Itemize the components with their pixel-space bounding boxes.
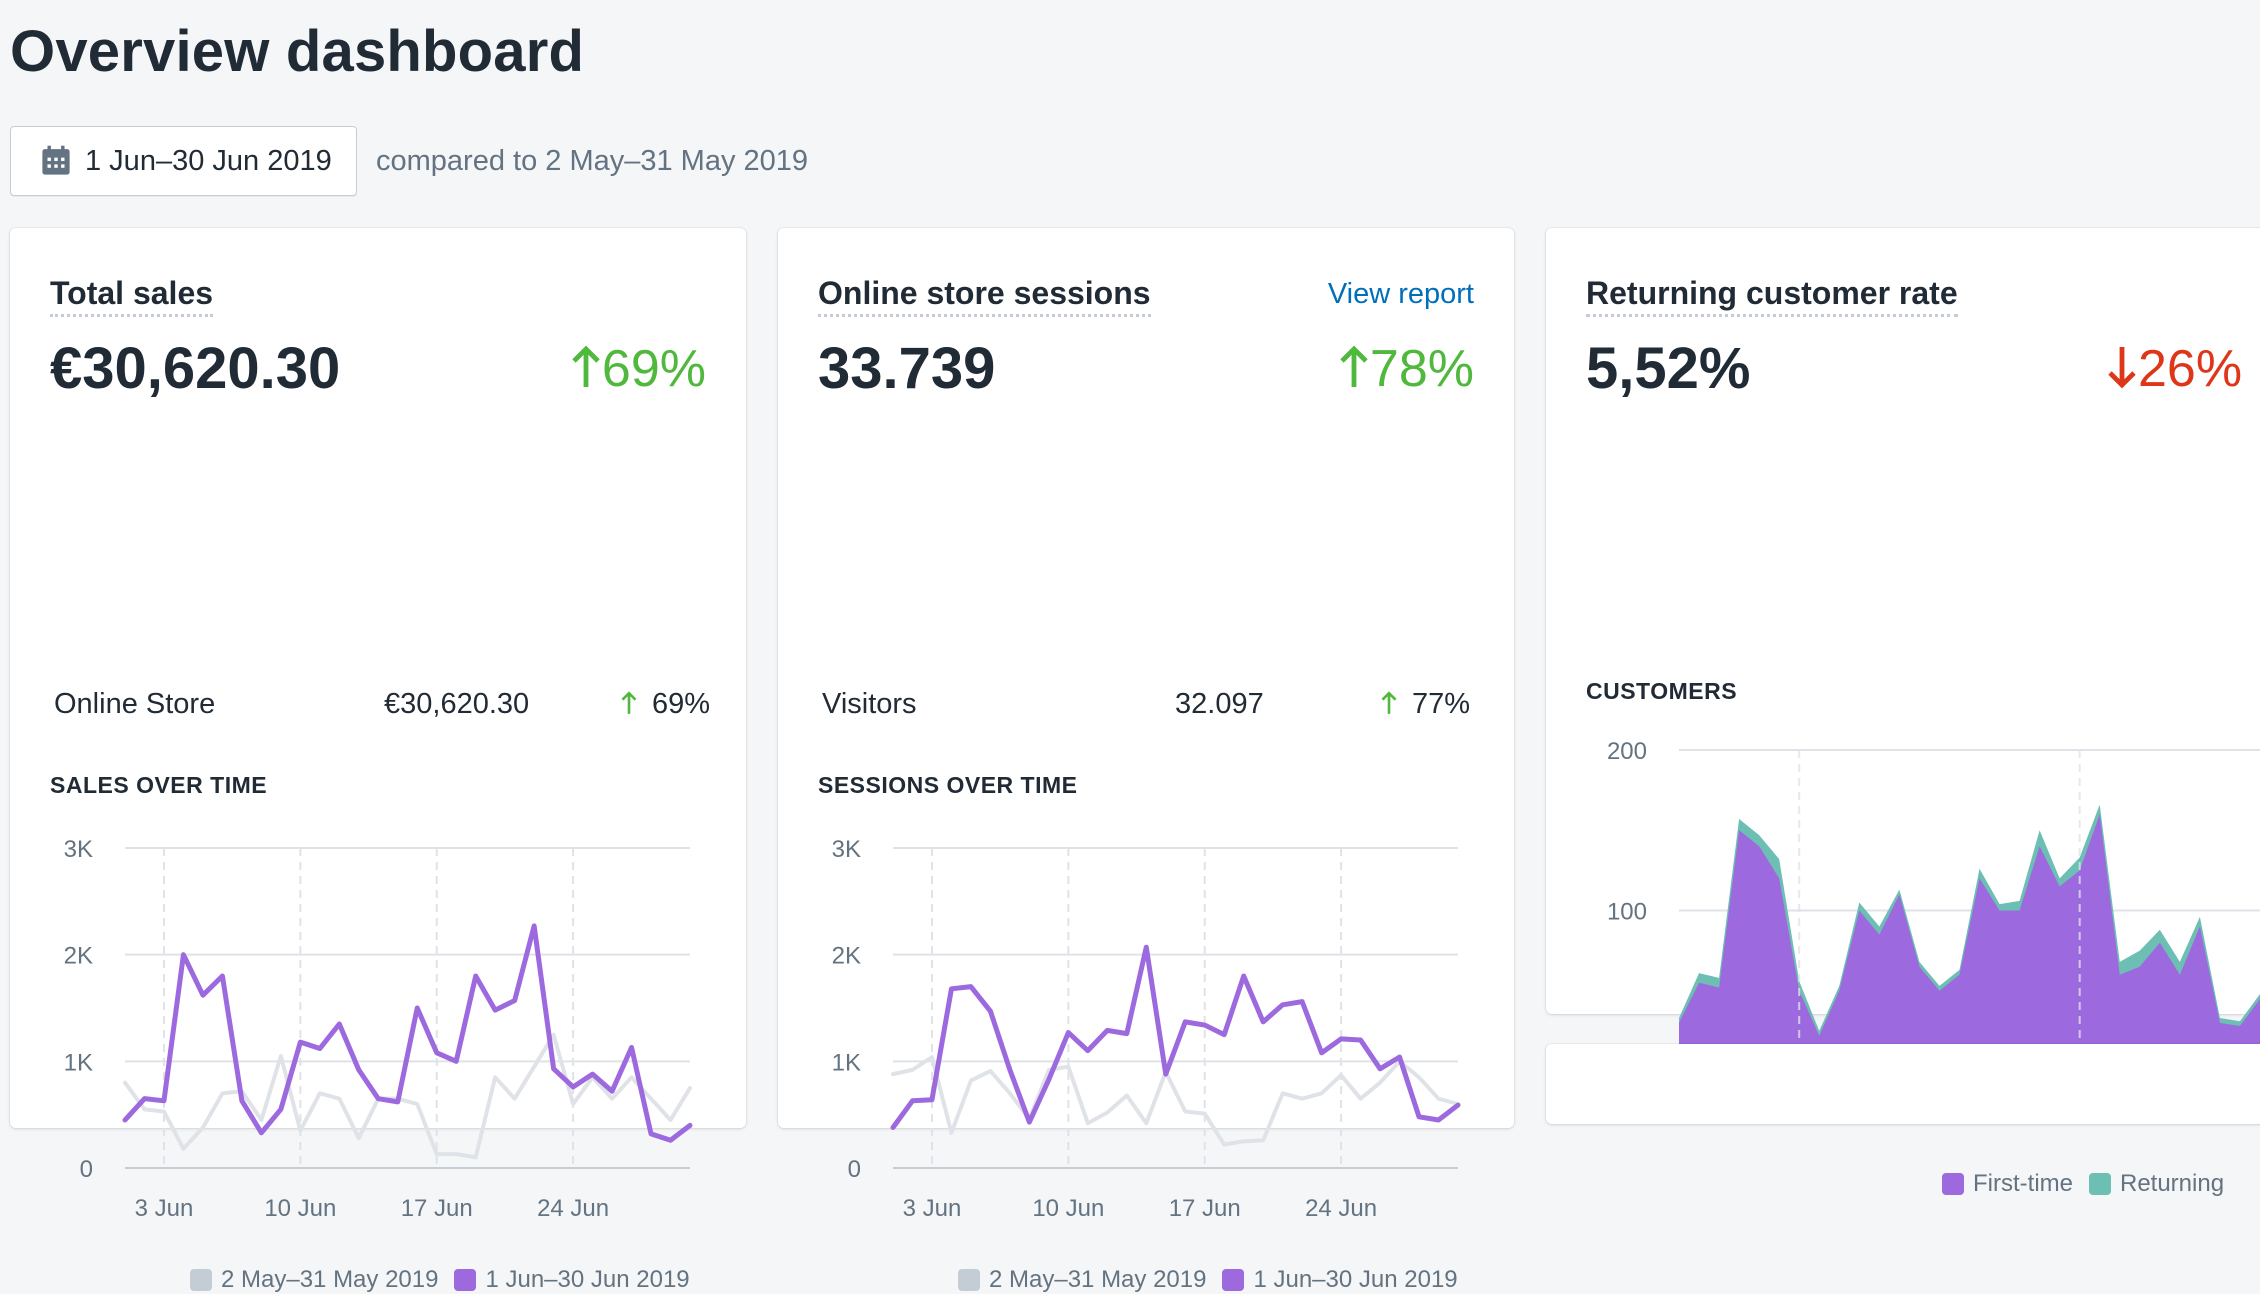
legend-swatch-first-time <box>1942 1173 1964 1195</box>
y-tick-label: 3K <box>64 836 93 863</box>
view-report-link[interactable]: View report <box>1328 278 1474 311</box>
arrow-up-icon <box>570 340 602 398</box>
y-tick-label: 2K <box>64 943 93 970</box>
visitors-label: Visitors <box>822 686 917 722</box>
y-tick-label: 100 <box>1607 899 1647 926</box>
y-tick-label: 0 <box>80 1156 93 1183</box>
total-sales-value: €30,620.30 <box>50 334 340 404</box>
legend-current-label: 1 Jun–30 Jun 2019 <box>1253 1266 1457 1294</box>
sessions-section-label: SESSIONS OVER TIME <box>818 772 1078 799</box>
sessions-delta: 78% <box>1338 334 1474 404</box>
total-sales-title[interactable]: Total sales <box>50 274 213 317</box>
sessions-chart[interactable]: 0 1K 2K 3K 3 Jun 10 Jun 17 Jun 24 Jun <box>778 828 1514 1228</box>
y-tick-label: 3K <box>832 836 861 863</box>
returning-title[interactable]: Returning customer rate <box>1586 274 1958 317</box>
y-tick-label: 200 <box>1607 738 1647 765</box>
arrow-down-icon <box>2106 340 2138 398</box>
y-tick-label: 1K <box>832 1049 861 1076</box>
series-line-current <box>125 926 690 1140</box>
sales-chart[interactable]: 0 1K 2K 3K 3 Jun 10 Jun 17 Jun 24 Jun <box>10 828 746 1228</box>
arrow-up-icon <box>1338 340 1370 398</box>
legend-first-time-label: First-time <box>1973 1170 2073 1198</box>
x-tick-label: 24 Jun <box>1305 1195 1377 1222</box>
series-line-previous <box>893 1057 1458 1144</box>
visitors-delta: 77% <box>1380 686 1470 722</box>
sessions-value: 33.739 <box>818 334 995 404</box>
x-tick-label: 17 Jun <box>1169 1195 1241 1222</box>
online-store-delta-value: 69% <box>652 688 710 720</box>
legend-current-label: 1 Jun–30 Jun 2019 <box>485 1266 689 1294</box>
x-tick-label: 24 Jun <box>537 1195 609 1222</box>
x-tick-label: 3 Jun <box>903 1195 962 1222</box>
sessions-delta-value: 78% <box>1370 340 1474 398</box>
page-title: Overview dashboard <box>10 18 584 85</box>
legend-swatch-current <box>454 1269 476 1291</box>
legend-previous-label: 2 May–31 May 2019 <box>989 1266 1206 1294</box>
customers-legend: First-time Returning <box>1942 1170 2224 1198</box>
legend-swatch-current <box>1222 1269 1244 1291</box>
visitors-delta-value: 77% <box>1412 688 1470 720</box>
legend-returning-label: Returning <box>2120 1170 2224 1198</box>
returning-customer-card: Returning customer rate 5,52% 26% CUSTOM… <box>1546 228 2260 1014</box>
x-tick-label: 17 Jun <box>401 1195 473 1222</box>
series-line-current <box>893 947 1458 1127</box>
legend-previous-label: 2 May–31 May 2019 <box>221 1266 438 1294</box>
legend-swatch-previous <box>958 1269 980 1291</box>
y-tick-label: 2K <box>832 943 861 970</box>
returning-delta: 26% <box>2106 334 2242 404</box>
returning-delta-value: 26% <box>2138 340 2242 398</box>
legend-swatch-previous <box>190 1269 212 1291</box>
date-range-label: 1 Jun–30 Jun 2019 <box>85 145 332 178</box>
sales-section-label: SALES OVER TIME <box>50 772 267 799</box>
sessions-legend: 2 May–31 May 2019 1 Jun–30 Jun 2019 <box>958 1266 1458 1294</box>
date-range-button[interactable]: 1 Jun–30 Jun 2019 <box>10 126 357 196</box>
returning-value: 5,52% <box>1586 334 1750 404</box>
sessions-title[interactable]: Online store sessions <box>818 274 1151 317</box>
total-sales-delta: 69% <box>570 334 706 404</box>
y-tick-label: 1K <box>64 1049 93 1076</box>
x-tick-label: 10 Jun <box>1032 1195 1104 1222</box>
x-tick-label: 10 Jun <box>264 1195 336 1222</box>
online-store-delta: 69% <box>620 686 710 722</box>
sales-legend: 2 May–31 May 2019 1 Jun–30 Jun 2019 <box>190 1266 690 1294</box>
sessions-card: Online store sessions View report 33.739… <box>778 228 1514 1128</box>
y-tick-label: 0 <box>848 1156 861 1183</box>
x-tick-label: 3 Jun <box>135 1195 194 1222</box>
visitors-value: 32.097 <box>1175 686 1264 722</box>
comparison-text: compared to 2 May–31 May 2019 <box>376 145 808 178</box>
total-sales-delta-value: 69% <box>602 340 706 398</box>
arrow-up-icon <box>1380 691 1398 715</box>
calendar-icon <box>39 144 73 178</box>
legend-swatch-returning <box>2089 1173 2111 1195</box>
online-store-value: €30,620.30 <box>384 686 529 722</box>
next-card <box>1546 1044 2260 1124</box>
total-sales-card: Total sales €30,620.30 69% Online Store … <box>10 228 746 1128</box>
online-store-label: Online Store <box>54 686 215 722</box>
customers-section-label: CUSTOMERS <box>1586 678 1737 705</box>
arrow-up-icon <box>620 691 638 715</box>
